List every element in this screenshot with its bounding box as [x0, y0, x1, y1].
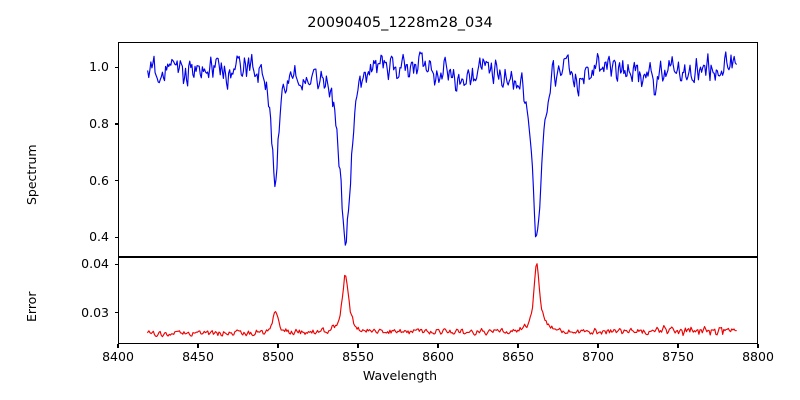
y-axis-tick — [114, 263, 118, 265]
error-plot-area — [147, 263, 737, 338]
chart-title: 20090405_1228m28_034 — [307, 15, 493, 31]
y-axis-tick — [114, 180, 118, 182]
y-axis-tick — [114, 236, 118, 238]
x-axis-tick-label: 8750 — [662, 349, 694, 364]
x-axis-tick — [677, 344, 679, 348]
spectrum-panel — [118, 42, 758, 257]
error-line — [147, 263, 737, 338]
x-axis-tick — [197, 344, 199, 348]
spectrum-line — [147, 51, 737, 246]
y-axis-tick — [114, 66, 118, 68]
x-axis-tick-label: 8800 — [742, 349, 774, 364]
x-axis-tick — [437, 344, 439, 348]
spectrum-y-axis-label: Spectrum — [24, 144, 39, 205]
error-panel — [118, 257, 758, 344]
x-axis-tick — [357, 344, 359, 348]
y-axis-tick-label: 0.4 — [89, 229, 109, 245]
x-axis-tick-label: 8550 — [342, 349, 374, 364]
x-axis-tick-label: 8500 — [262, 349, 294, 364]
x-axis-tick-label: 8600 — [422, 349, 454, 364]
x-axis-tick — [117, 344, 119, 348]
y-axis-tick — [114, 123, 118, 125]
x-axis-label: Wavelength — [362, 368, 438, 383]
y-axis-tick-label: 1.0 — [89, 59, 109, 75]
y-axis-tick-label: 0.8 — [89, 116, 109, 132]
x-axis-tick — [597, 344, 599, 348]
x-axis-tick-label: 8700 — [582, 349, 614, 364]
y-axis-tick-label: 0.04 — [81, 256, 109, 272]
x-axis-tick — [517, 344, 519, 348]
x-axis-tick-label: 8650 — [502, 349, 534, 364]
x-axis-tick-label: 8450 — [182, 349, 214, 364]
y-axis-tick — [114, 312, 118, 314]
y-axis-tick-label: 0.03 — [81, 304, 109, 320]
y-axis-tick-label: 0.6 — [89, 172, 109, 188]
x-axis-tick-label: 8400 — [102, 349, 134, 364]
error-y-axis-label: Error — [24, 291, 39, 322]
spectrum-plot-area — [147, 51, 737, 246]
x-axis-tick — [277, 344, 279, 348]
x-axis-tick — [757, 344, 759, 348]
